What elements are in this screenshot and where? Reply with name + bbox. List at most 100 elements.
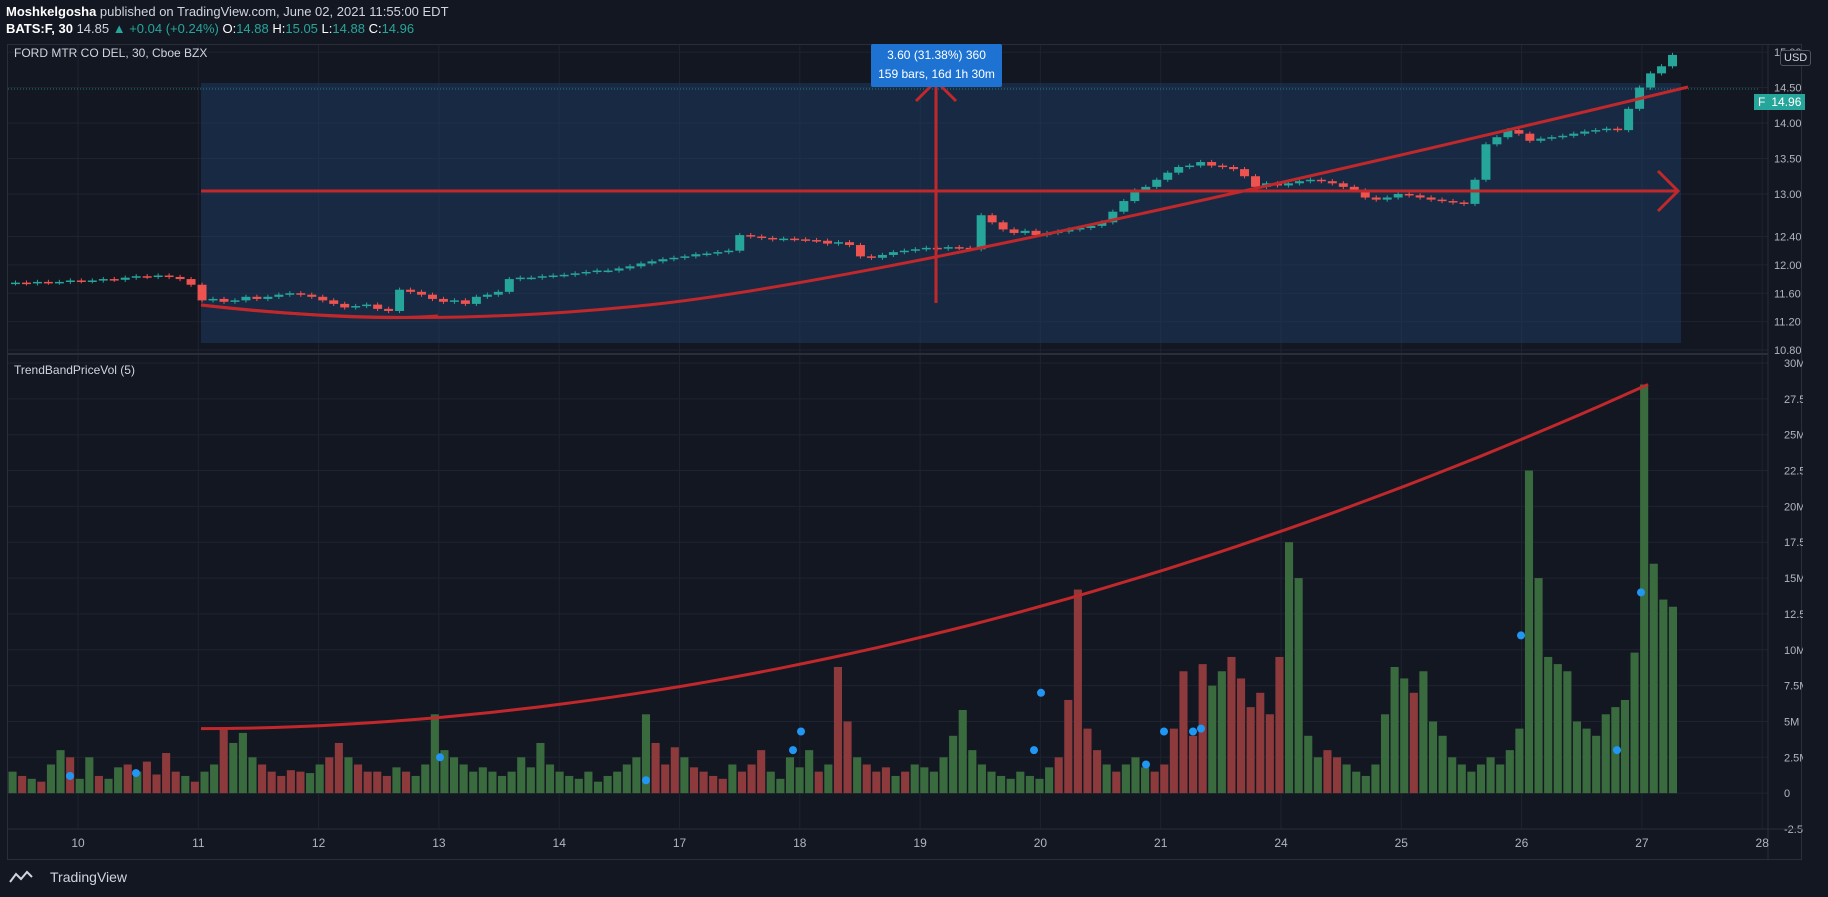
tradingview-logo[interactable]: TradingView	[8, 869, 127, 885]
volume-bar	[440, 750, 449, 794]
price-tag-symbol: F	[1758, 95, 1766, 109]
volume-bar	[622, 764, 631, 794]
volume-bar	[1649, 563, 1658, 794]
symbol: BATS:F, 30	[6, 21, 73, 36]
candle-body	[1448, 201, 1458, 203]
volume-bar	[1093, 750, 1102, 794]
candle-body	[1152, 179, 1162, 187]
price-tick-label: 12.00	[1774, 260, 1802, 272]
high-value: 15.05	[285, 21, 318, 36]
volume-bar	[901, 771, 910, 794]
volume-bar	[776, 778, 785, 794]
time-axis[interactable]: 10 11 12 13 14 17 18 19 20 21 24 25 26 27 28	[71, 836, 1769, 850]
candle-body	[76, 280, 86, 282]
volume-bar	[872, 771, 881, 794]
candle-body	[735, 235, 745, 251]
volume-bar	[1179, 671, 1188, 794]
volume-bar	[1467, 771, 1476, 794]
candle-body	[603, 270, 613, 273]
last-price-tag: F 14.96	[1754, 94, 1806, 110]
currency-badge[interactable]: USD	[1780, 50, 1812, 66]
time-tick-label: 26	[1515, 836, 1529, 850]
author-name[interactable]: Moshkelgosha	[6, 4, 97, 19]
high-label: H:	[272, 21, 286, 36]
volume-bar	[1016, 771, 1025, 794]
volume-bar	[267, 771, 276, 794]
candle-body	[1108, 211, 1118, 223]
volume-bar	[1025, 775, 1034, 794]
candle-body	[219, 298, 229, 302]
time-tick-label: 13	[432, 836, 446, 850]
candle-body	[1514, 130, 1524, 134]
price-tick-label: 11.60	[1774, 288, 1801, 300]
published-text: published on TradingView.com, June 02, 2…	[99, 4, 449, 19]
volume-bar	[104, 778, 113, 794]
candle-body	[362, 304, 372, 307]
time-tick-label: 27	[1635, 836, 1649, 850]
volume-bar	[315, 764, 324, 794]
volume-bar	[891, 775, 900, 794]
candle-body	[680, 256, 690, 258]
volume-bar	[517, 757, 526, 794]
volume-dot	[66, 771, 74, 780]
candle-body	[757, 236, 767, 239]
price-tick-label: 11.20	[1774, 317, 1801, 329]
volume-tick-label: 2.5M	[1784, 752, 1803, 764]
volume-bar	[977, 764, 986, 794]
volume-bar	[1476, 764, 1486, 794]
candle-body	[1086, 225, 1096, 228]
volume-bar	[1323, 750, 1332, 794]
time-tick-label: 28	[1756, 836, 1770, 850]
candle-body	[1360, 190, 1370, 198]
volume-bar	[1073, 589, 1082, 794]
price-tag-value: 14.96	[1771, 95, 1802, 109]
volume-dot	[1197, 724, 1205, 733]
volume-bar	[881, 767, 890, 794]
volume-bar	[497, 775, 507, 794]
volume-bar	[1448, 757, 1457, 794]
candle-body	[32, 281, 42, 284]
volume-bar	[929, 771, 938, 794]
volume-bar	[1582, 728, 1591, 794]
candle-body	[855, 245, 865, 257]
volume-dot	[642, 776, 650, 785]
candle-body	[1591, 130, 1601, 132]
candle-body	[142, 276, 152, 278]
candle-body	[1481, 144, 1491, 180]
volume-axis[interactable]: 30M 27.5M 25M 22.5M 20M 17.5M 15M 12.5M 10M 7.5M 5…	[1784, 358, 1815, 836]
volume-bar	[402, 771, 411, 794]
candle-body	[1602, 128, 1612, 131]
chart-area[interactable]: 15.0014.5014.0013.5013.0012.4012.0011.60…	[7, 44, 1815, 861]
volume-bars	[8, 384, 1677, 794]
volume-bar	[190, 781, 199, 794]
volume-dot	[1189, 727, 1197, 736]
volume-bar	[334, 742, 343, 794]
candle-body	[1097, 222, 1107, 226]
candle-body	[131, 276, 141, 278]
candle-body	[713, 252, 723, 254]
candle-body	[801, 239, 811, 241]
volume-bar	[1457, 764, 1466, 794]
candle-body	[329, 300, 339, 304]
volume-bar	[37, 781, 46, 794]
volume-bar	[737, 771, 747, 794]
volume-dot	[1613, 746, 1621, 755]
price-tick-label: 13.00	[1774, 189, 1802, 201]
chart-svg[interactable]: 15.0014.5014.0013.5013.0012.4012.0011.60…	[8, 45, 1815, 861]
candle-body	[768, 237, 778, 240]
volume-bar	[258, 764, 267, 794]
candle-body	[1294, 181, 1304, 184]
candle-body	[482, 294, 492, 297]
candle-body	[1185, 165, 1195, 168]
price-tick-label: 10.80	[1774, 345, 1802, 357]
candle-body	[1031, 230, 1041, 236]
volume-bar	[488, 771, 497, 794]
volume-bar	[449, 757, 459, 794]
volume-dot	[789, 746, 797, 755]
brand-name: TradingView	[50, 869, 128, 885]
time-tick-label: 11	[192, 836, 205, 850]
volume-bar	[843, 721, 852, 794]
volume-bar	[1668, 606, 1677, 794]
candle-body	[954, 247, 964, 249]
candle-body	[1130, 190, 1140, 202]
